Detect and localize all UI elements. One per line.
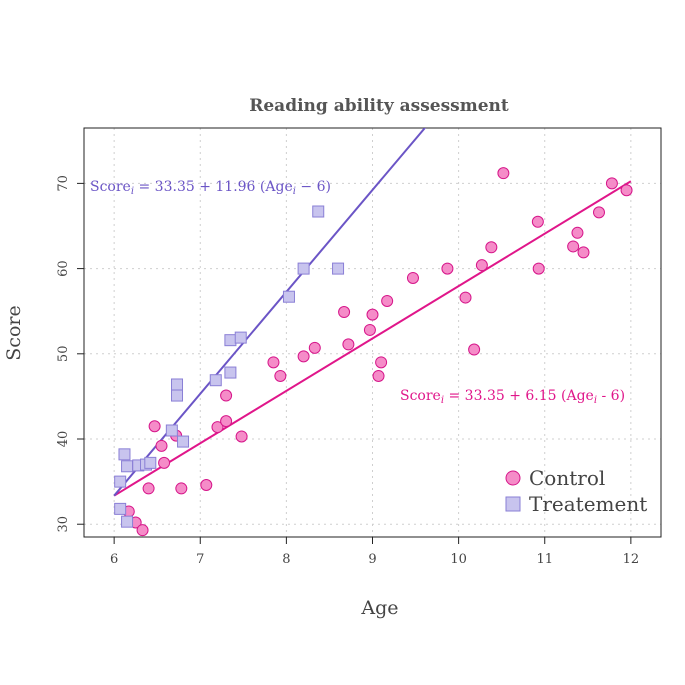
- equation-text: Score: [90, 179, 131, 195]
- legend-label-control: Control: [529, 466, 605, 490]
- y-tick-label: 70: [56, 175, 71, 192]
- point-treatement: [282, 290, 295, 303]
- equation-text: Score: [400, 388, 441, 404]
- equation-text: − 6): [296, 179, 331, 195]
- point-control: [297, 350, 310, 363]
- equation-annotation-control: Scorei = 33.35 + 6.15 (Agei - 6): [400, 388, 625, 406]
- legend-label-treatement: Treatement: [529, 492, 647, 516]
- point-treatement: [297, 262, 310, 275]
- point-control: [441, 262, 454, 275]
- point-treatement: [118, 448, 131, 461]
- equation-text: = 33.35 + 11.96 (Age: [134, 179, 293, 195]
- point-control: [342, 338, 355, 351]
- point-control: [468, 343, 481, 356]
- point-control: [475, 259, 488, 272]
- point-control: [577, 246, 590, 259]
- point-treatement: [165, 424, 178, 437]
- point-treatement: [114, 502, 127, 515]
- point-control: [235, 430, 248, 443]
- x-tick-label: 8: [282, 552, 290, 567]
- point-treatement: [171, 378, 184, 391]
- axes-layer: 6 7 8 9 10 11 12 30 40 50 60 70: [56, 175, 639, 567]
- point-control: [372, 369, 385, 382]
- point-treatement: [209, 374, 222, 387]
- point-treatement: [234, 331, 247, 344]
- point-control: [485, 241, 498, 254]
- legend-marker-treatement: [505, 496, 521, 512]
- chart-title: Reading ability assessment: [249, 96, 509, 116]
- point-treatement: [177, 435, 190, 448]
- point-treatement: [171, 389, 184, 402]
- point-control: [211, 421, 224, 434]
- equation-subscript: i: [441, 395, 444, 406]
- point-control: [148, 420, 161, 433]
- point-control: [532, 262, 545, 275]
- fit-lines-layer: [113, 128, 632, 497]
- x-tick-label: 7: [196, 552, 204, 567]
- equation-annotation-treatement: Scorei = 33.35 + 11.96 (Agei − 6): [90, 179, 331, 197]
- point-control: [620, 184, 633, 197]
- x-tick-label: 9: [368, 552, 376, 567]
- y-axis-title: Score: [3, 305, 25, 360]
- point-control: [175, 482, 188, 495]
- equation-subscript: i: [131, 186, 134, 197]
- point-control: [375, 356, 388, 369]
- legend-marker-control: [505, 470, 521, 486]
- point-control: [267, 356, 280, 369]
- point-treatement: [332, 262, 345, 275]
- fit-line-control: [113, 180, 632, 497]
- x-tick-label: 12: [623, 552, 640, 567]
- equation-text: - 6): [597, 388, 625, 404]
- x-tick-label: 6: [110, 552, 118, 567]
- y-tick-label: 60: [56, 260, 71, 277]
- point-control: [497, 167, 510, 180]
- point-control: [220, 389, 233, 402]
- point-control: [406, 271, 419, 284]
- point-control: [308, 341, 321, 354]
- point-control: [200, 479, 213, 492]
- equation-subscript: i: [594, 395, 597, 406]
- points-layer: [114, 167, 633, 537]
- x-tick-label: 11: [536, 552, 553, 567]
- point-control: [381, 294, 394, 307]
- point-control: [366, 308, 379, 321]
- point-treatement: [224, 366, 237, 379]
- fit-line-treatement: [113, 128, 427, 497]
- point-control: [158, 456, 171, 469]
- point-control: [142, 482, 155, 495]
- annotations-layer: Scorei = 33.35 + 11.96 (Agei − 6)Scorei …: [90, 179, 625, 406]
- y-tick-label: 40: [56, 431, 71, 448]
- point-control: [136, 524, 149, 537]
- equation-text: = 33.35 + 6.15 (Age: [444, 388, 594, 404]
- point-control: [571, 226, 584, 239]
- point-treatement: [144, 456, 157, 469]
- point-treatement: [312, 205, 325, 218]
- point-control: [567, 240, 580, 253]
- point-control: [592, 206, 605, 219]
- point-treatement: [121, 515, 134, 528]
- equation-subscript: i: [293, 186, 296, 197]
- y-tick-label: 50: [56, 346, 71, 363]
- point-control: [338, 306, 351, 319]
- point-control: [220, 415, 233, 428]
- point-treatement: [224, 334, 237, 347]
- point-treatement: [114, 475, 127, 488]
- x-tick-label: 10: [450, 552, 467, 567]
- point-control: [531, 215, 544, 228]
- point-control: [459, 291, 472, 304]
- x-axis-title: Age: [360, 597, 398, 619]
- point-control: [274, 369, 287, 382]
- point-control: [605, 177, 618, 190]
- point-control: [155, 439, 168, 452]
- y-tick-label: 30: [56, 516, 71, 533]
- point-treatement: [121, 460, 134, 473]
- point-control: [363, 323, 376, 336]
